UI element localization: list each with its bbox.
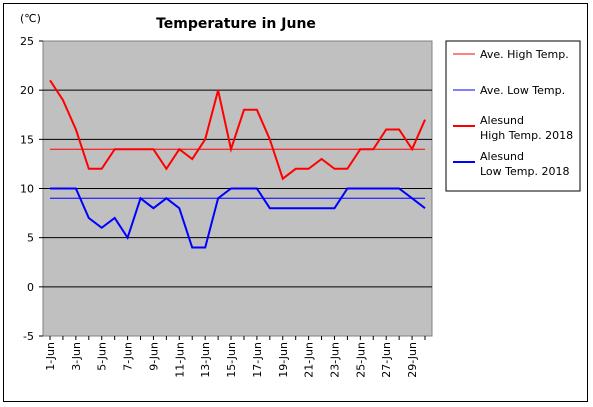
- x-tick-label: 29-Jun: [406, 342, 419, 378]
- unit-label: (℃): [20, 12, 41, 25]
- legend-label: Alesund: [480, 150, 524, 163]
- x-tick-label: 9-Jun: [147, 342, 160, 371]
- x-tick-label: 21-Jun: [303, 342, 316, 378]
- legend-label: Low Temp. 2018: [480, 165, 569, 178]
- x-tick-label: 15-Jun: [225, 342, 238, 378]
- y-axis-ticks: 25 20 15 10 5 0 -5: [20, 35, 43, 343]
- x-tick-label: 13-Jun: [199, 342, 212, 378]
- x-tick-label: 11-Jun: [173, 342, 186, 378]
- y-tick-label: 25: [20, 35, 34, 48]
- series-line-3: [49, 79, 426, 181]
- legend-label: High Temp. 2018: [480, 129, 573, 142]
- legend-box: [445, 40, 581, 192]
- x-tick-label: 23-Jun: [328, 342, 341, 378]
- y-tick-label: 0: [27, 281, 34, 294]
- series-lines: [49, 79, 426, 249]
- y-tick-label: 15: [20, 133, 34, 146]
- x-tick-label: 7-Jun: [122, 342, 135, 371]
- series-line-4: [50, 187, 426, 249]
- legend-label: Alesund: [480, 114, 524, 127]
- y-tick-label: 5: [27, 232, 34, 245]
- chart-title: Temperature in June: [156, 16, 316, 32]
- x-tick-label: 25-Jun: [354, 342, 367, 378]
- y-tick-label: 20: [20, 84, 34, 97]
- x-tick-label: 17-Jun: [251, 342, 264, 378]
- legend: Ave. High Temp. Ave. Low Temp. Alesund High…: [453, 48, 573, 178]
- y-tick-label: -5: [23, 330, 34, 343]
- legend-label: Ave. High Temp.: [480, 48, 569, 61]
- x-axis-ticks: 1-Jun 3-Jun 5-Jun 7-Jun 9-Jun 11-Jun 13-Jun 15-…: [44, 336, 426, 378]
- x-tick-label: 1-Jun: [44, 342, 57, 371]
- y-tick-label: 10: [20, 183, 34, 196]
- x-tick-label: 19-Jun: [277, 342, 290, 378]
- legend-label: Ave. Low Temp.: [480, 84, 565, 97]
- x-tick-label: 5-Jun: [96, 342, 109, 371]
- x-tick-label: 3-Jun: [70, 342, 83, 371]
- x-tick-label: 27-Jun: [380, 342, 393, 378]
